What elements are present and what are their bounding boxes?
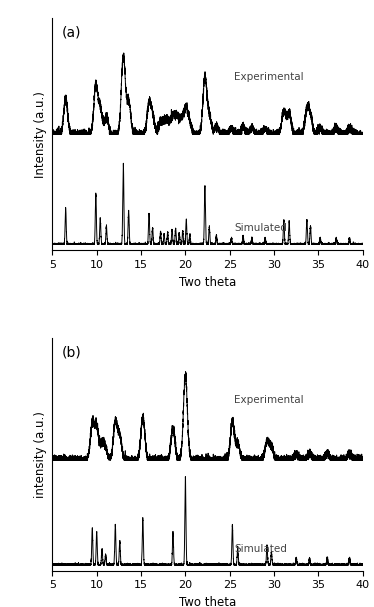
Y-axis label: Intensity (a.u.): Intensity (a.u.) — [34, 91, 47, 178]
X-axis label: Two theta: Two theta — [179, 596, 236, 607]
Text: Simulated: Simulated — [234, 544, 287, 554]
X-axis label: Two theta: Two theta — [179, 276, 236, 288]
Text: Simulated: Simulated — [234, 223, 287, 233]
Y-axis label: intensity (a.u.): intensity (a.u.) — [34, 411, 47, 498]
Text: Experimental: Experimental — [234, 395, 304, 405]
Text: (a): (a) — [62, 25, 81, 39]
Text: (b): (b) — [62, 345, 82, 359]
Text: Experimental: Experimental — [234, 72, 304, 82]
